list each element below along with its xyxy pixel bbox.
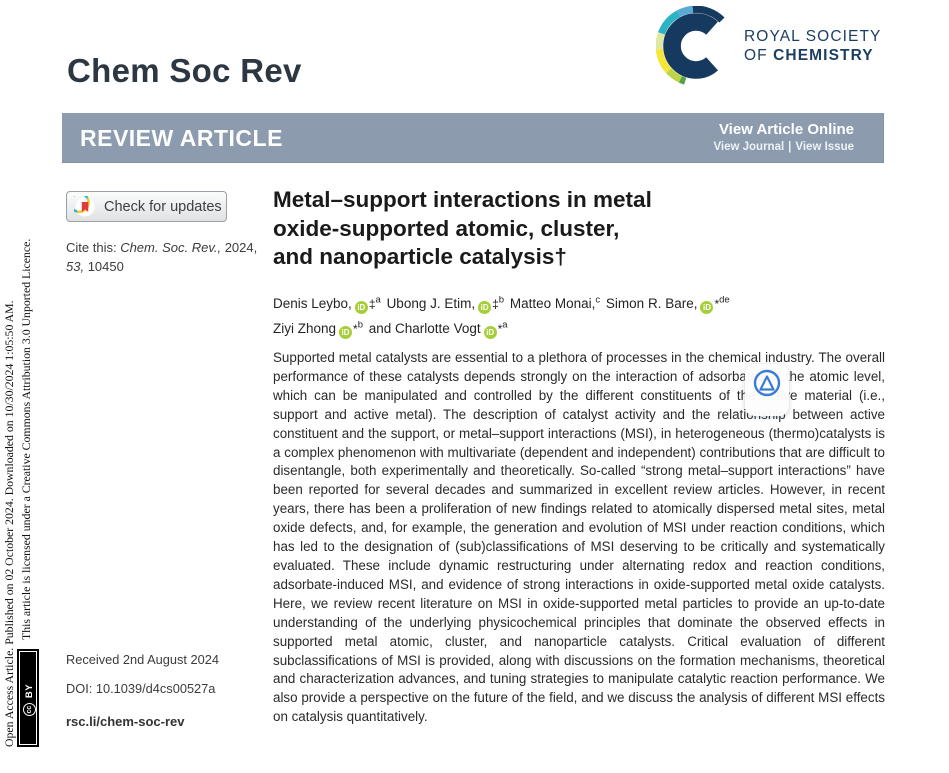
- view-online-block: View Article Online View Journal | View Is…: [713, 121, 854, 153]
- article-type-banner: REVIEW ARTICLE View Article Online View …: [62, 113, 884, 163]
- cc-by-label: BY: [23, 683, 35, 699]
- cite-page: 10450: [84, 259, 124, 274]
- view-links: View Journal | View Issue: [713, 141, 854, 153]
- orcid-icon[interactable]: [483, 326, 497, 339]
- rsc-logo-line2: OF CHEMISTRY: [744, 47, 874, 64]
- licence-sidebar-line: This article is licensed under a Creativ…: [19, 238, 33, 640]
- orcid-icon[interactable]: [700, 300, 714, 314]
- translate-extension-overlay-button[interactable]: [745, 364, 789, 416]
- cite-year: 2024,: [221, 240, 258, 255]
- cc-by-badge[interactable]: cc BY: [17, 649, 39, 747]
- view-journal-link[interactable]: View Journal: [713, 141, 785, 153]
- article-title: Metal–support interactions in metal oxid…: [273, 186, 893, 272]
- title-line-1: Metal–support interactions in metal: [273, 187, 652, 212]
- author: Simon R. Bare,*de: [606, 294, 730, 314]
- circled-a-icon: [753, 369, 781, 397]
- author-line-2: Ziyi Zhong*b and Charlotte Vogt*a: [273, 315, 893, 341]
- rsc-logo-line1: ROYAL SOCIETY: [744, 28, 882, 45]
- title-line-2: oxide-supported atomic, cluster,: [273, 215, 620, 241]
- open-access-sidebar-line: Open Access Article. Published on 02 Oct…: [2, 300, 16, 747]
- journal-masthead: Chem Soc Rev: [67, 52, 302, 89]
- view-links-divider: |: [788, 141, 792, 153]
- author-byline: Denis Leybo,‡a Ubong J. Etim,‡b Matteo M…: [273, 289, 893, 340]
- rsc-logo-text: ROYAL SOCIETY OF CHEMISTRY: [744, 27, 881, 65]
- rsc-logo-icon: [656, 6, 725, 85]
- crossmark-icon: [74, 195, 95, 217]
- orcid-icon[interactable]: [478, 300, 492, 314]
- view-article-online-link[interactable]: View Article Online: [718, 121, 854, 138]
- creative-commons-icon: cc: [22, 703, 36, 717]
- orcid-icon[interactable]: [339, 326, 353, 339]
- author: Denis Leybo,‡a: [273, 294, 381, 314]
- author: Matteo Monai,c: [509, 294, 601, 311]
- cite-volume: 53,: [66, 259, 85, 274]
- author: Ubong J. Etim,‡b: [387, 294, 504, 314]
- journal-shortlink[interactable]: rsc.li/chem-soc-rev: [66, 714, 185, 729]
- check-for-updates-label: Check for updates: [104, 198, 222, 215]
- review-article-label: REVIEW ARTICLE: [80, 124, 283, 151]
- author: Ziyi Zhong*b: [273, 320, 363, 339]
- received-date: Received 2nd August 2024: [66, 652, 219, 667]
- cite-journal: Chem. Soc. Rev.,: [120, 240, 222, 255]
- title-line-3: and nanoparticle catalysis†: [273, 244, 567, 269]
- citation-block: Cite this: Chem. Soc. Rev., 2024, 53, 10…: [66, 238, 276, 276]
- view-issue-link[interactable]: View Issue: [795, 141, 854, 153]
- orcid-icon[interactable]: [354, 300, 368, 314]
- cc-by-badge-content: cc BY: [20, 654, 38, 746]
- author: and Charlotte Vogt*a: [369, 320, 508, 339]
- cite-prefix: Cite this:: [66, 240, 121, 255]
- author-line-1: Denis Leybo,‡a Ubong J. Etim,‡b Matteo M…: [273, 289, 893, 315]
- abstract-text: Supported metal catalysts are essential …: [273, 350, 885, 725]
- check-for-updates-button[interactable]: Check for updates: [66, 191, 227, 222]
- doi-text: DOI: 10.1039/d4cs00527a: [66, 681, 216, 696]
- rsc-logo: ROYAL SOCIETY OF CHEMISTRY: [656, 6, 881, 86]
